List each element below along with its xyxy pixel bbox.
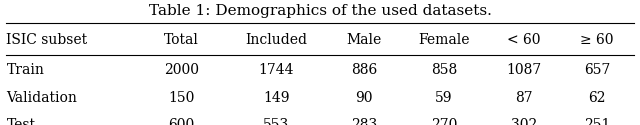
Text: Total: Total [164,33,199,47]
Text: 62: 62 [588,90,606,104]
Text: < 60: < 60 [508,33,541,47]
Text: 270: 270 [431,118,457,125]
Text: 90: 90 [355,90,372,104]
Text: ≥ 60: ≥ 60 [580,33,614,47]
Text: 59: 59 [435,90,452,104]
Text: 87: 87 [515,90,533,104]
Text: 251: 251 [584,118,611,125]
Text: 657: 657 [584,63,611,77]
Text: 600: 600 [168,118,195,125]
Text: 1744: 1744 [259,63,294,77]
Text: 283: 283 [351,118,377,125]
Text: Table 1: Demographics of the used datasets.: Table 1: Demographics of the used datase… [148,4,492,18]
Text: Train: Train [6,63,44,77]
Text: Test: Test [6,118,35,125]
Text: Male: Male [346,33,381,47]
Text: Female: Female [418,33,470,47]
Text: 302: 302 [511,118,538,125]
Text: 1087: 1087 [507,63,542,77]
Text: Included: Included [245,33,307,47]
Text: 2000: 2000 [164,63,199,77]
Text: 150: 150 [168,90,195,104]
Text: 858: 858 [431,63,457,77]
Text: 149: 149 [263,90,289,104]
Text: ISIC subset: ISIC subset [6,33,88,47]
Text: 886: 886 [351,63,377,77]
Text: 553: 553 [263,118,289,125]
Text: Validation: Validation [6,90,77,104]
